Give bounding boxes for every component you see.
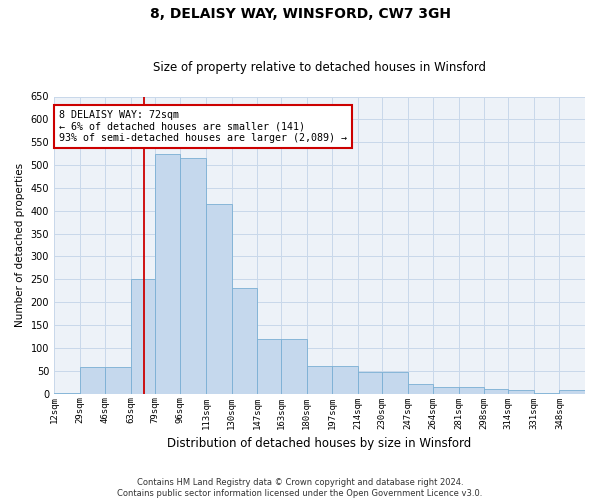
Bar — [534, 392, 559, 394]
Text: 8 DELAISY WAY: 72sqm
← 6% of detached houses are smaller (141)
93% of semi-detac: 8 DELAISY WAY: 72sqm ← 6% of detached ho… — [59, 110, 347, 143]
Text: Contains HM Land Registry data © Crown copyright and database right 2024.
Contai: Contains HM Land Registry data © Crown c… — [118, 478, 482, 498]
Bar — [206, 204, 232, 394]
Bar — [458, 387, 484, 394]
Bar — [181, 158, 206, 394]
X-axis label: Distribution of detached houses by size in Winsford: Distribution of detached houses by size … — [167, 437, 472, 450]
Bar — [382, 372, 407, 394]
Bar — [559, 390, 585, 394]
Bar — [358, 372, 382, 394]
Bar — [155, 154, 181, 394]
Bar — [257, 339, 281, 394]
Title: Size of property relative to detached houses in Winsford: Size of property relative to detached ho… — [153, 62, 486, 74]
Bar — [281, 339, 307, 394]
Bar — [332, 366, 358, 394]
Bar — [54, 392, 80, 394]
Bar — [433, 387, 458, 394]
Bar — [407, 384, 433, 394]
Bar — [105, 367, 131, 394]
Bar — [307, 366, 332, 394]
Bar — [131, 280, 155, 394]
Bar — [484, 389, 508, 394]
Bar — [508, 390, 534, 394]
Bar — [80, 367, 105, 394]
Y-axis label: Number of detached properties: Number of detached properties — [15, 163, 25, 327]
Text: 8, DELAISY WAY, WINSFORD, CW7 3GH: 8, DELAISY WAY, WINSFORD, CW7 3GH — [149, 8, 451, 22]
Bar — [232, 288, 257, 394]
